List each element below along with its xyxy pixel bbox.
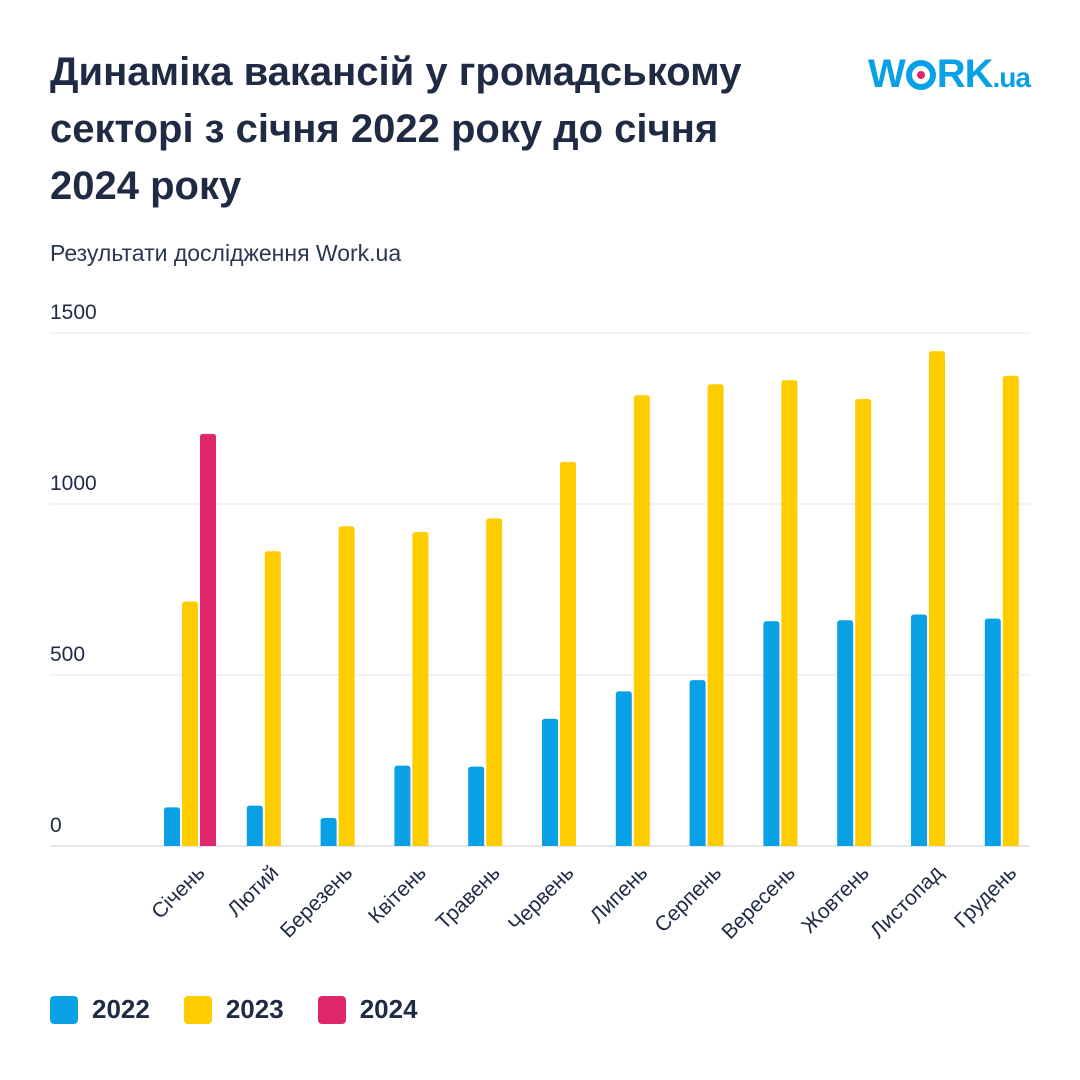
legend-swatch-2022 (50, 995, 78, 1024)
bar-2023-9 (781, 380, 798, 846)
x-tick-label-3: Березень (276, 861, 357, 942)
x-tick-label-7: Липень (586, 861, 653, 928)
bar-2022-9 (763, 621, 780, 846)
bar-2022-4 (394, 765, 411, 846)
x-tick-label-8: Серпень (650, 861, 726, 937)
y-tick-label-1500: 1500 (50, 301, 97, 324)
bar-2023-6 (560, 461, 576, 846)
legend-swatch-2023 (183, 995, 212, 1024)
logo-letter-w: W (867, 52, 906, 96)
y-tick-label-1000: 1000 (50, 472, 97, 495)
x-tick-label-9: Вересень (717, 861, 800, 944)
bar-2022-2 (246, 805, 263, 846)
bar-2023-3 (338, 526, 355, 846)
x-tick-label-2: Лютий (223, 861, 283, 921)
x-tick-label-4: Квітень (364, 861, 431, 928)
bar-2023-11 (929, 351, 945, 846)
page-title: Динаміка вакансій у громадському секторі… (50, 50, 742, 208)
page-subtitle: Результати дослідження Work.ua (50, 240, 402, 266)
bar-2023-4 (412, 532, 429, 846)
legend-label-2022: 2022 (92, 994, 150, 1024)
bar-2022-1 (164, 807, 180, 846)
bar-2023-1 (182, 601, 198, 846)
legend-item-2023: 2023 (183, 994, 284, 1025)
x-tick-label-11: Листопад (866, 861, 948, 943)
work-ua-logo: W RK.ua (867, 52, 1031, 97)
legend-swatch-2024 (317, 995, 346, 1024)
logo-domain: .ua (992, 62, 1031, 93)
legend-item-2022: 2022 (50, 994, 150, 1025)
bar-2023-10 (855, 399, 872, 846)
bar-2022-12 (984, 618, 1001, 846)
legend-item-2024: 2024 (317, 994, 418, 1025)
x-tick-label-5: Травень (432, 861, 505, 934)
bar-2022-7 (615, 691, 632, 846)
bar-2022-3 (320, 817, 337, 846)
x-tick-label-1: Січень (147, 861, 209, 923)
bar-2024-1 (200, 433, 216, 846)
logo-o-mark-icon (905, 60, 936, 90)
bar-2023-5 (486, 518, 503, 846)
chart-legend: 2022 2023 2024 (50, 994, 418, 1025)
y-tick-label-500: 500 (50, 643, 85, 666)
x-tick-label-12: Грудень (950, 861, 1021, 932)
bar-2022-10 (837, 620, 854, 846)
logo-letters-rk: RK (936, 52, 994, 96)
bar-2023-2 (264, 551, 281, 846)
bar-2022-8 (689, 680, 706, 846)
bar-2023-8 (707, 384, 724, 846)
bar-2022-5 (468, 766, 485, 846)
bar-2022-11 (911, 614, 927, 846)
bar-2023-7 (633, 395, 650, 846)
y-tick-label-0: 0 (50, 814, 62, 837)
legend-label-2024: 2024 (359, 994, 418, 1024)
x-tick-label-6: Червень (504, 861, 579, 936)
bar-2022-6 (542, 718, 558, 846)
legend-label-2023: 2023 (225, 994, 284, 1024)
x-tick-label-10: Жовтень (797, 861, 873, 937)
bar-2023-12 (1002, 375, 1019, 846)
